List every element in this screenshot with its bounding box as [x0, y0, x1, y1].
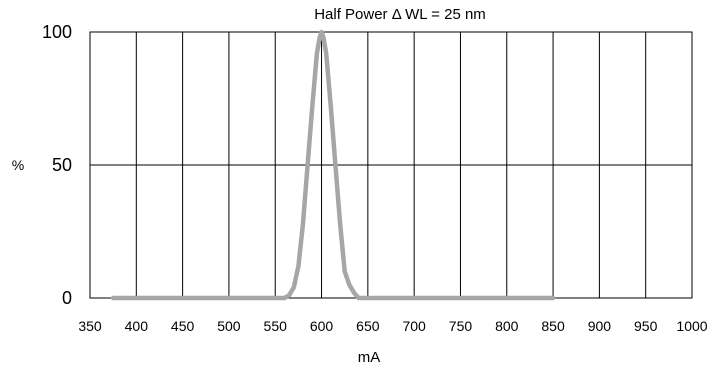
y-tick-labels: 0 50 100	[42, 22, 72, 308]
x-tick-label: 650	[356, 318, 380, 334]
x-tick-label: 550	[264, 318, 288, 334]
x-tick-label: 700	[402, 318, 426, 334]
x-tick-label: 500	[217, 318, 241, 334]
series-line	[110, 29, 556, 301]
x-tick-label: 1000	[676, 318, 707, 334]
x-tick-label: 450	[171, 318, 195, 334]
y-tick-label: 0	[62, 288, 72, 308]
series-layer	[110, 29, 556, 301]
x-tick-label: 750	[449, 318, 473, 334]
x-tick-label: 350	[78, 318, 102, 334]
x-tick-labels: 350 400 450 500 550 600 650 700 750 800 850 900 950 1…	[78, 318, 707, 334]
x-tick-label: 950	[634, 318, 658, 334]
x-tick-label: 800	[495, 318, 519, 334]
x-tick-label: 400	[125, 318, 149, 334]
x-tick-label: 850	[541, 318, 565, 334]
y-tick-label: 50	[52, 155, 72, 175]
chart-title: Half Power Δ WL = 25 nm	[314, 6, 486, 23]
y-tick-label: 100	[42, 22, 72, 42]
grid	[89, 31, 693, 299]
x-tick-label: 900	[588, 318, 612, 334]
x-axis-label: mA	[358, 349, 381, 366]
y-axis-label: %	[12, 157, 24, 173]
x-tick-label: 600	[310, 318, 334, 334]
